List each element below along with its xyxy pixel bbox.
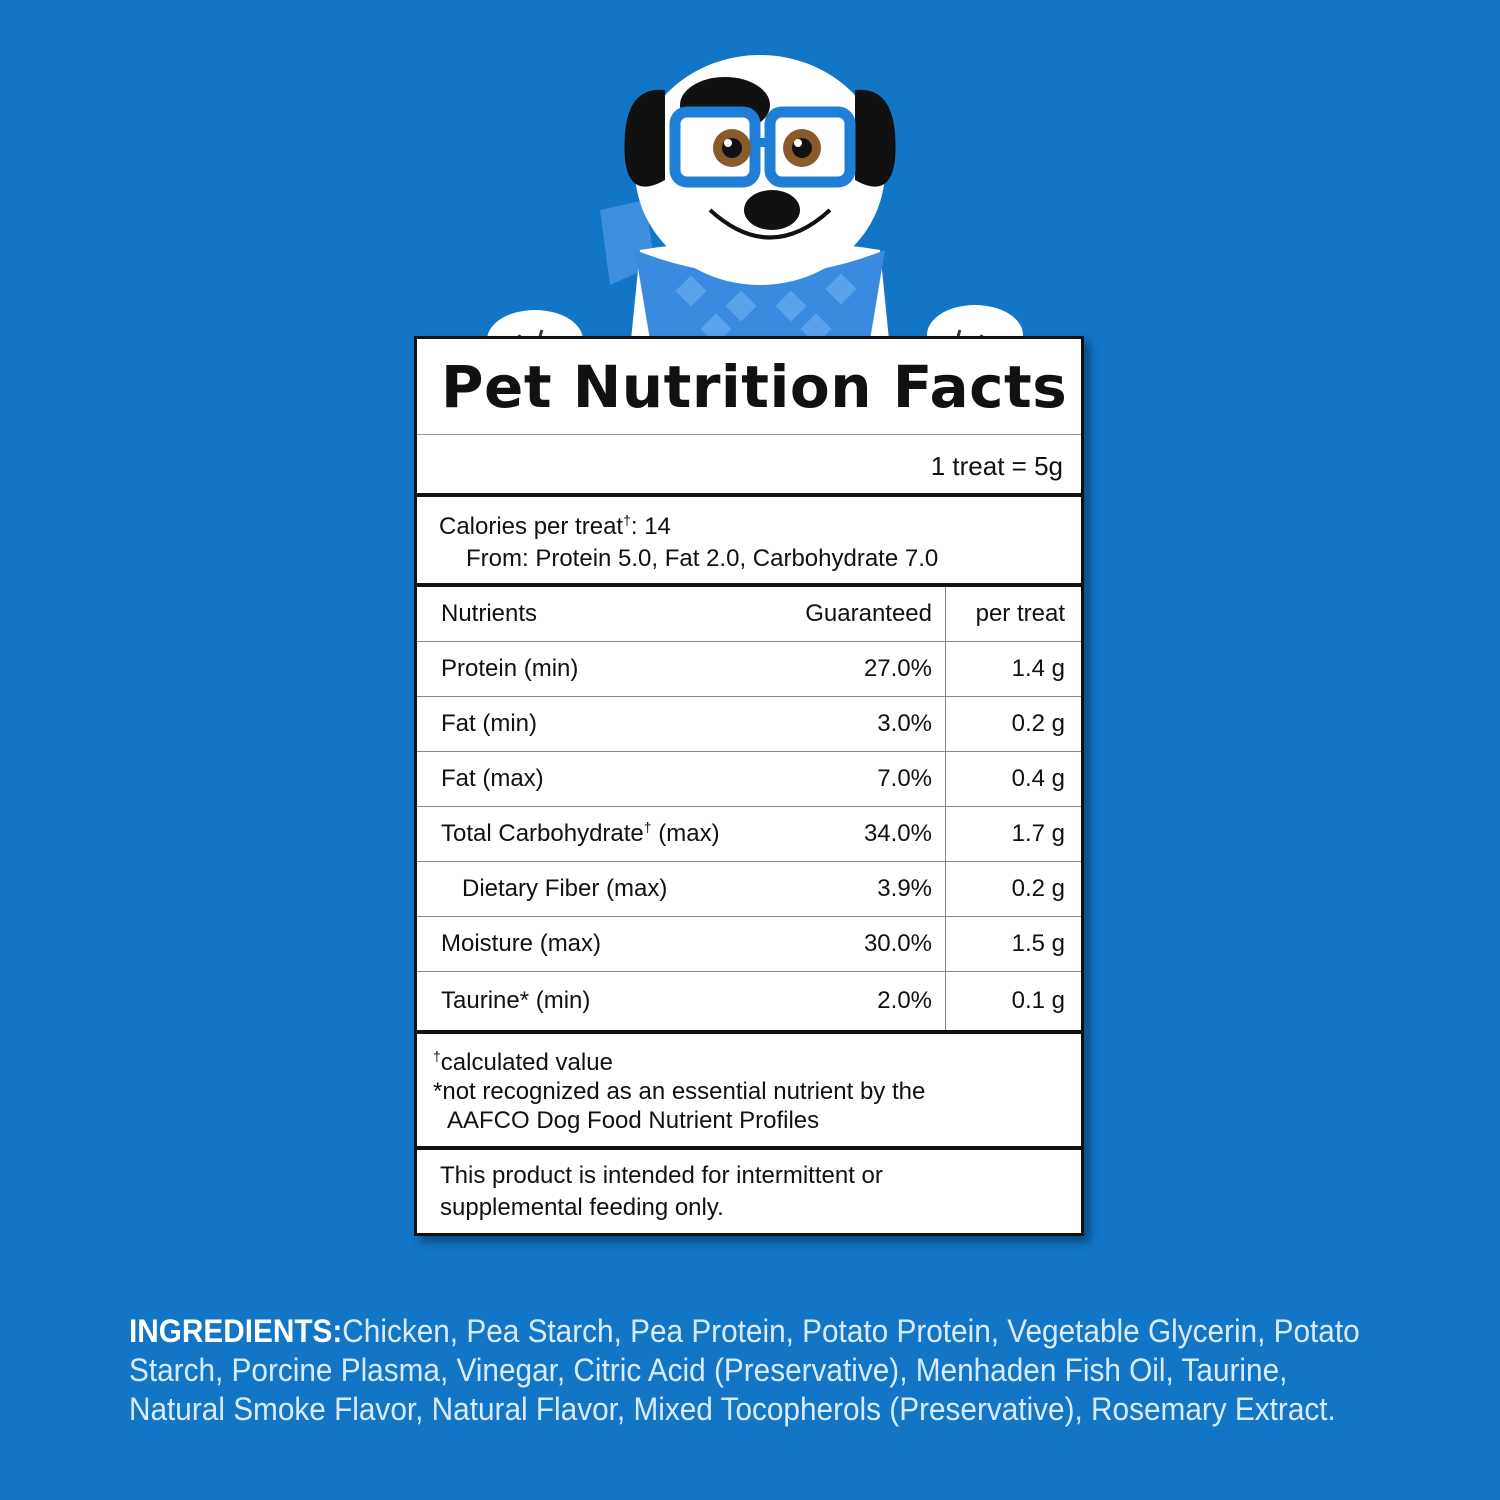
nutrient-name: Moisture (max): [417, 916, 762, 972]
nutrient-name: Protein (min): [417, 641, 762, 697]
ingredients-line: Starch, Porcine Plasma, Vinegar, Citric …: [129, 1352, 1288, 1388]
table-row: Dietary Fiber (max) 3.9% 0.2 g: [417, 861, 1081, 917]
table-row: Fat (max) 7.0% 0.4 g: [417, 751, 1081, 807]
nutrient-table: Nutrients Guaranteed per treat Protein (…: [417, 587, 1081, 1030]
nutrient-per-treat: 0.2 g: [945, 696, 1081, 752]
ingredients-line: Natural Smoke Flavor, Natural Flavor, Mi…: [129, 1391, 1336, 1427]
nutrient-guaranteed: 3.9%: [762, 861, 946, 917]
feeding-statement: This product is intended for intermitten…: [417, 1150, 1081, 1224]
table-row: Fat (min) 3.0% 0.2 g: [417, 696, 1081, 752]
nutrient-guaranteed: 2.0%: [762, 971, 946, 1030]
nutrient-guaranteed: 3.0%: [762, 696, 946, 752]
footnote-asterisk-cont: AAFCO Dog Food Nutrient Profiles: [447, 1107, 820, 1134]
table-row: Protein (min) 27.0% 1.4 g: [417, 641, 1081, 697]
ingredients-label: INGREDIENTS:: [129, 1313, 343, 1349]
nutrient-name: Fat (max): [417, 751, 762, 807]
calories-from: From: Protein 5.0, Fat 2.0, Carbohydrate…: [466, 545, 939, 572]
table-row: Moisture (max) 30.0% 1.5 g: [417, 916, 1081, 972]
calories-line: Calories per treat†: 14: [439, 512, 671, 540]
nutrient-guaranteed: 7.0%: [762, 751, 946, 807]
header-per-treat: per treat: [945, 587, 1081, 642]
nutrition-facts-panel: Pet Nutrition Facts 1 treat = 5g Calorie…: [414, 336, 1084, 1236]
calories-section: Calories per treat†: 14 From: Protein 5.…: [417, 497, 1081, 587]
table-row: Total Carbohydrate† (max) 34.0% 1.7 g: [417, 806, 1081, 862]
nutrient-guaranteed: 30.0%: [762, 916, 946, 972]
footnotes: †calculated value *not recognized as an …: [417, 1030, 1081, 1150]
nutrient-guaranteed: 27.0%: [762, 641, 946, 697]
table-row: Taurine* (min) 2.0% 0.1 g: [417, 971, 1081, 1030]
nutrient-name: Fat (min): [417, 696, 762, 752]
feeding-line: supplemental feeding only.: [440, 1194, 724, 1221]
nutrient-name: Total Carbohydrate† (max): [417, 806, 762, 862]
ingredients-text: INGREDIENTS:Chicken, Pea Starch, Pea Pro…: [129, 1312, 1360, 1429]
footnote-asterisk: *not recognized as an essential nutrient…: [433, 1078, 926, 1105]
nutrient-per-treat: 1.4 g: [945, 641, 1081, 697]
footnote-dagger: †calculated value: [433, 1048, 613, 1076]
nutrient-per-treat: 0.1 g: [1011, 987, 1065, 1014]
nutrient-per-treat: 1.7 g: [945, 806, 1081, 862]
ingredients-line: INGREDIENTS:Chicken, Pea Starch, Pea Pro…: [129, 1313, 1360, 1349]
header-guaranteed: Guaranteed: [762, 587, 946, 642]
nutrient-name: Taurine* (min): [441, 987, 591, 1014]
nutrient-per-treat: 0.4 g: [945, 751, 1081, 807]
panel-title: Pet Nutrition Facts: [417, 339, 1081, 435]
nutrient-guaranteed: 34.0%: [762, 806, 946, 862]
header-nutrients: Nutrients: [417, 587, 762, 642]
nutrient-per-treat: 1.5 g: [945, 916, 1081, 972]
table-header-row: Nutrients Guaranteed per treat: [417, 587, 1081, 642]
dog-mascot-icon: [487, 55, 1023, 360]
nutrient-per-treat: 0.2 g: [945, 861, 1081, 917]
nutrient-name: Dietary Fiber (max): [417, 861, 762, 917]
feeding-line: This product is intended for intermitten…: [440, 1162, 883, 1189]
serving-size: 1 treat = 5g: [417, 435, 1081, 497]
